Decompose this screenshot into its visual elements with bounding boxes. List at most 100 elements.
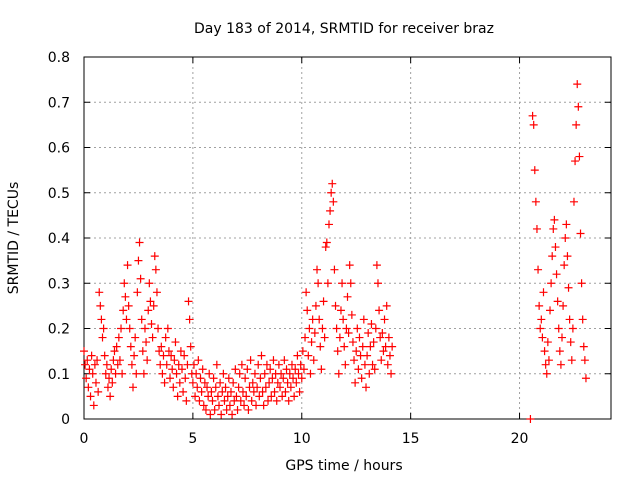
data-point: [207, 387, 216, 396]
data-point: [160, 378, 169, 387]
data-point: [195, 396, 204, 405]
data-point: [158, 369, 167, 378]
data-point: [307, 338, 316, 347]
y-tick-label: 0.5: [48, 186, 70, 202]
data-point: [368, 360, 377, 369]
data-point: [551, 243, 560, 252]
data-point: [340, 342, 349, 351]
data-point: [295, 387, 304, 396]
x-tick-label: 0: [80, 431, 89, 447]
data-point: [213, 392, 222, 401]
data-point: [384, 333, 393, 342]
data-point: [199, 401, 208, 410]
data-point: [205, 369, 214, 378]
y-tick-label: 0.7: [48, 95, 70, 111]
data-point: [299, 365, 308, 374]
data-point: [373, 279, 382, 288]
data-point: [252, 401, 261, 410]
data-point: [82, 374, 91, 383]
data-point: [364, 329, 373, 338]
data-point: [544, 356, 553, 365]
data-point: [232, 392, 241, 401]
data-point: [363, 351, 372, 360]
data-point: [574, 102, 583, 111]
data-point: [134, 256, 143, 265]
data-point: [318, 324, 327, 333]
data-point: [366, 342, 375, 351]
data-point: [261, 383, 270, 392]
data-point: [532, 224, 541, 233]
data-point: [225, 401, 234, 410]
data-point: [267, 392, 276, 401]
data-point: [215, 401, 224, 410]
data-point: [541, 360, 550, 369]
data-point: [149, 301, 158, 310]
data-point: [132, 369, 141, 378]
data-point: [327, 188, 336, 197]
data-point: [204, 392, 213, 401]
data-point: [559, 301, 568, 310]
data-point: [128, 383, 137, 392]
data-point: [131, 333, 140, 342]
data-point: [185, 315, 194, 324]
data-point: [344, 329, 353, 338]
data-point: [346, 279, 355, 288]
data-point: [150, 252, 159, 261]
data-point: [262, 360, 271, 369]
data-point: [229, 378, 238, 387]
data-point: [376, 333, 385, 342]
data-point: [270, 387, 279, 396]
data-point: [540, 347, 549, 356]
data-point: [86, 392, 95, 401]
data-point: [219, 369, 228, 378]
data-point: [285, 369, 294, 378]
data-point: [370, 365, 379, 374]
data-point: [181, 374, 190, 383]
data-point: [306, 369, 315, 378]
data-point: [309, 356, 318, 365]
data-point: [193, 383, 202, 392]
data-point: [387, 369, 396, 378]
data-point: [124, 301, 133, 310]
data-point: [571, 157, 580, 166]
data-point: [85, 365, 94, 374]
data-point: [106, 392, 115, 401]
data-point: [379, 347, 388, 356]
data-point: [311, 301, 320, 310]
data-point: [107, 365, 116, 374]
data-point: [119, 306, 128, 315]
data-point: [115, 356, 124, 365]
data-point: [278, 392, 287, 401]
data-point: [549, 224, 558, 233]
data-point: [358, 342, 367, 351]
data-point: [231, 365, 240, 374]
data-point: [562, 220, 571, 229]
data-point: [238, 387, 247, 396]
data-point: [380, 315, 389, 324]
data-point: [563, 252, 572, 261]
data-point: [360, 360, 369, 369]
data-point: [294, 369, 303, 378]
data-point: [573, 80, 582, 89]
data-point: [191, 392, 200, 401]
tick-labels: 0 0.1 0.2 0.3 0.4 0.5 0.6 0.7 0.8 0 5 10 15 20: [48, 50, 529, 447]
data-point: [222, 405, 231, 414]
data-point: [342, 324, 351, 333]
data-point: [236, 396, 245, 405]
data-point: [273, 378, 282, 387]
data-point: [169, 383, 178, 392]
data-point: [287, 360, 296, 369]
data-point: [155, 347, 164, 356]
data-point: [345, 261, 354, 270]
data-point: [233, 405, 242, 414]
data-point: [217, 410, 226, 419]
data-point: [290, 392, 299, 401]
data-point: [112, 342, 121, 351]
y-axis-label: SRMTID / TECUs: [6, 182, 22, 295]
data-point: [184, 297, 193, 306]
data-point: [546, 306, 555, 315]
data-point: [95, 288, 104, 297]
data-point: [272, 396, 281, 405]
data-point: [560, 261, 569, 270]
data-point: [201, 405, 210, 414]
